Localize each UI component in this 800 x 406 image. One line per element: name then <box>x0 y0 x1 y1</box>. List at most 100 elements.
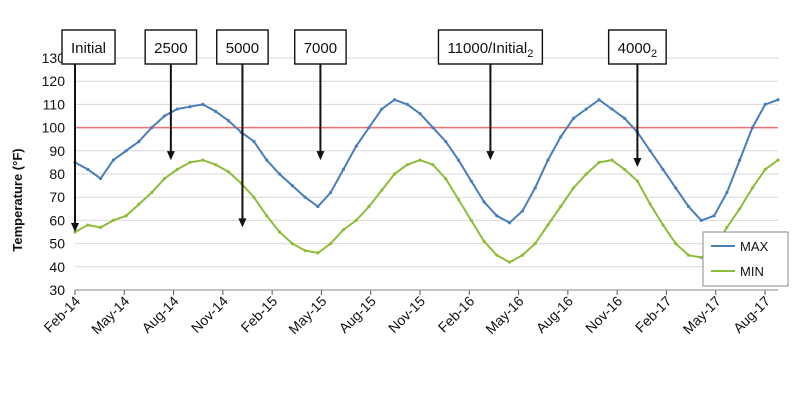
y-tick-layer: 30 40 50 60 70 80 90 100 110 120 130 <box>42 50 66 298</box>
y-tick-label: 40 <box>49 259 65 275</box>
y-tick-label: 30 <box>49 282 65 298</box>
data-point-max <box>776 98 780 102</box>
callout-label: 7000 <box>304 40 337 57</box>
data-point-max <box>507 221 512 225</box>
data-point-min <box>405 163 409 167</box>
annotation-layer: Initial 2500 5000 7000 11000/Initial2 40002 <box>61 29 667 232</box>
data-point-min <box>303 248 307 253</box>
data-point-max <box>482 200 486 204</box>
y-tick-label: 120 <box>42 73 66 89</box>
data-point-max <box>277 172 282 176</box>
data-point-max <box>495 214 499 218</box>
data-point-min <box>226 170 230 174</box>
data-point-min <box>431 163 435 167</box>
callout-arrow-head <box>166 151 175 161</box>
data-point-max <box>214 109 218 113</box>
data-point-max <box>456 158 461 162</box>
callout-box <box>607 29 667 65</box>
data-point-min <box>520 253 524 257</box>
x-tick-label: Aug-16 <box>533 293 576 336</box>
data-point-min <box>162 177 167 181</box>
callout-box <box>61 29 116 65</box>
data-point-max <box>329 190 333 195</box>
legend-max-label: MAX <box>740 239 769 254</box>
data-point-min <box>661 223 665 227</box>
data-point-min <box>674 242 678 246</box>
legend-box <box>702 231 789 287</box>
x-tick-label: May-14 <box>88 293 132 337</box>
x-tick-layer: Feb-14 May-14 Aug-14 Nov-14 Feb-15 May-15 Aug-… <box>40 289 778 337</box>
callout-arrow-head <box>316 151 325 161</box>
data-point-max <box>367 126 371 130</box>
y-tick-label: 80 <box>49 166 65 182</box>
y-tick-label: 130 <box>42 50 66 66</box>
data-point-min <box>367 204 371 209</box>
x-tick-label: May-16 <box>482 293 526 337</box>
data-point-min <box>214 163 218 167</box>
data-point-min <box>699 255 703 260</box>
legend: MAX MIN <box>702 231 789 287</box>
data-point-min <box>124 214 128 218</box>
data-point-max <box>750 126 755 130</box>
data-point-min <box>137 202 141 206</box>
data-point-max <box>341 167 346 171</box>
data-point-min <box>559 204 563 209</box>
data-point-min <box>98 225 103 229</box>
data-point-min <box>444 177 448 181</box>
x-tick-label: Nov-16 <box>582 293 625 336</box>
data-point-max <box>316 204 320 209</box>
callout-box <box>437 29 544 65</box>
x-tick-label: May-15 <box>285 293 329 337</box>
data-point-min <box>546 223 550 227</box>
y-tick-label: 60 <box>49 212 65 228</box>
data-point-max <box>520 209 524 213</box>
data-point-min <box>648 202 652 206</box>
data-point-min <box>201 158 205 162</box>
data-point-max <box>188 105 192 109</box>
x-tick-label: Feb-16 <box>435 293 478 336</box>
data-point-max <box>98 177 103 181</box>
data-point-max <box>418 112 422 116</box>
y-tick-label: 90 <box>49 143 65 159</box>
data-point-max <box>533 186 537 190</box>
data-point-max <box>623 116 627 120</box>
data-point-max <box>725 190 729 195</box>
data-point-max <box>738 158 742 162</box>
data-point-min <box>584 172 588 176</box>
data-point-max <box>431 126 435 130</box>
callout-arrow-head <box>71 223 79 232</box>
callout-arrow-head <box>633 158 642 168</box>
data-point-min <box>316 251 320 255</box>
callout-subscript: 2 <box>651 48 657 60</box>
callout-2: 2500 <box>144 29 198 161</box>
data-point-min <box>329 242 333 246</box>
callout-6: 40002 <box>607 29 667 168</box>
data-point-max <box>150 126 154 130</box>
x-tick-label: Feb-17 <box>632 293 675 336</box>
callout-box <box>216 29 269 65</box>
data-point-min <box>623 167 627 171</box>
callout-label: 5000 <box>226 40 259 57</box>
data-point-min <box>188 160 192 164</box>
data-point-min <box>111 218 115 222</box>
data-point-min <box>277 230 282 234</box>
callout-box <box>144 29 198 65</box>
x-tick-label: Aug-15 <box>336 293 379 336</box>
data-point-max <box>111 158 115 162</box>
x-tick-label: Feb-14 <box>40 293 83 336</box>
data-point-min <box>750 186 755 190</box>
data-point-max <box>712 214 716 218</box>
data-point-max <box>162 114 167 118</box>
data-point-min <box>392 172 397 176</box>
data-point-min <box>175 167 179 171</box>
data-point-min <box>571 186 576 190</box>
callout-label: Initial <box>71 40 106 57</box>
callout-subscript: 2 <box>527 48 533 60</box>
data-point-max <box>354 144 358 148</box>
data-point-max <box>226 119 230 123</box>
callout-4: 7000 <box>294 29 347 161</box>
data-point-max <box>597 98 601 102</box>
legend-min-label: MIN <box>740 264 764 279</box>
y-tick-label: 50 <box>49 236 65 252</box>
